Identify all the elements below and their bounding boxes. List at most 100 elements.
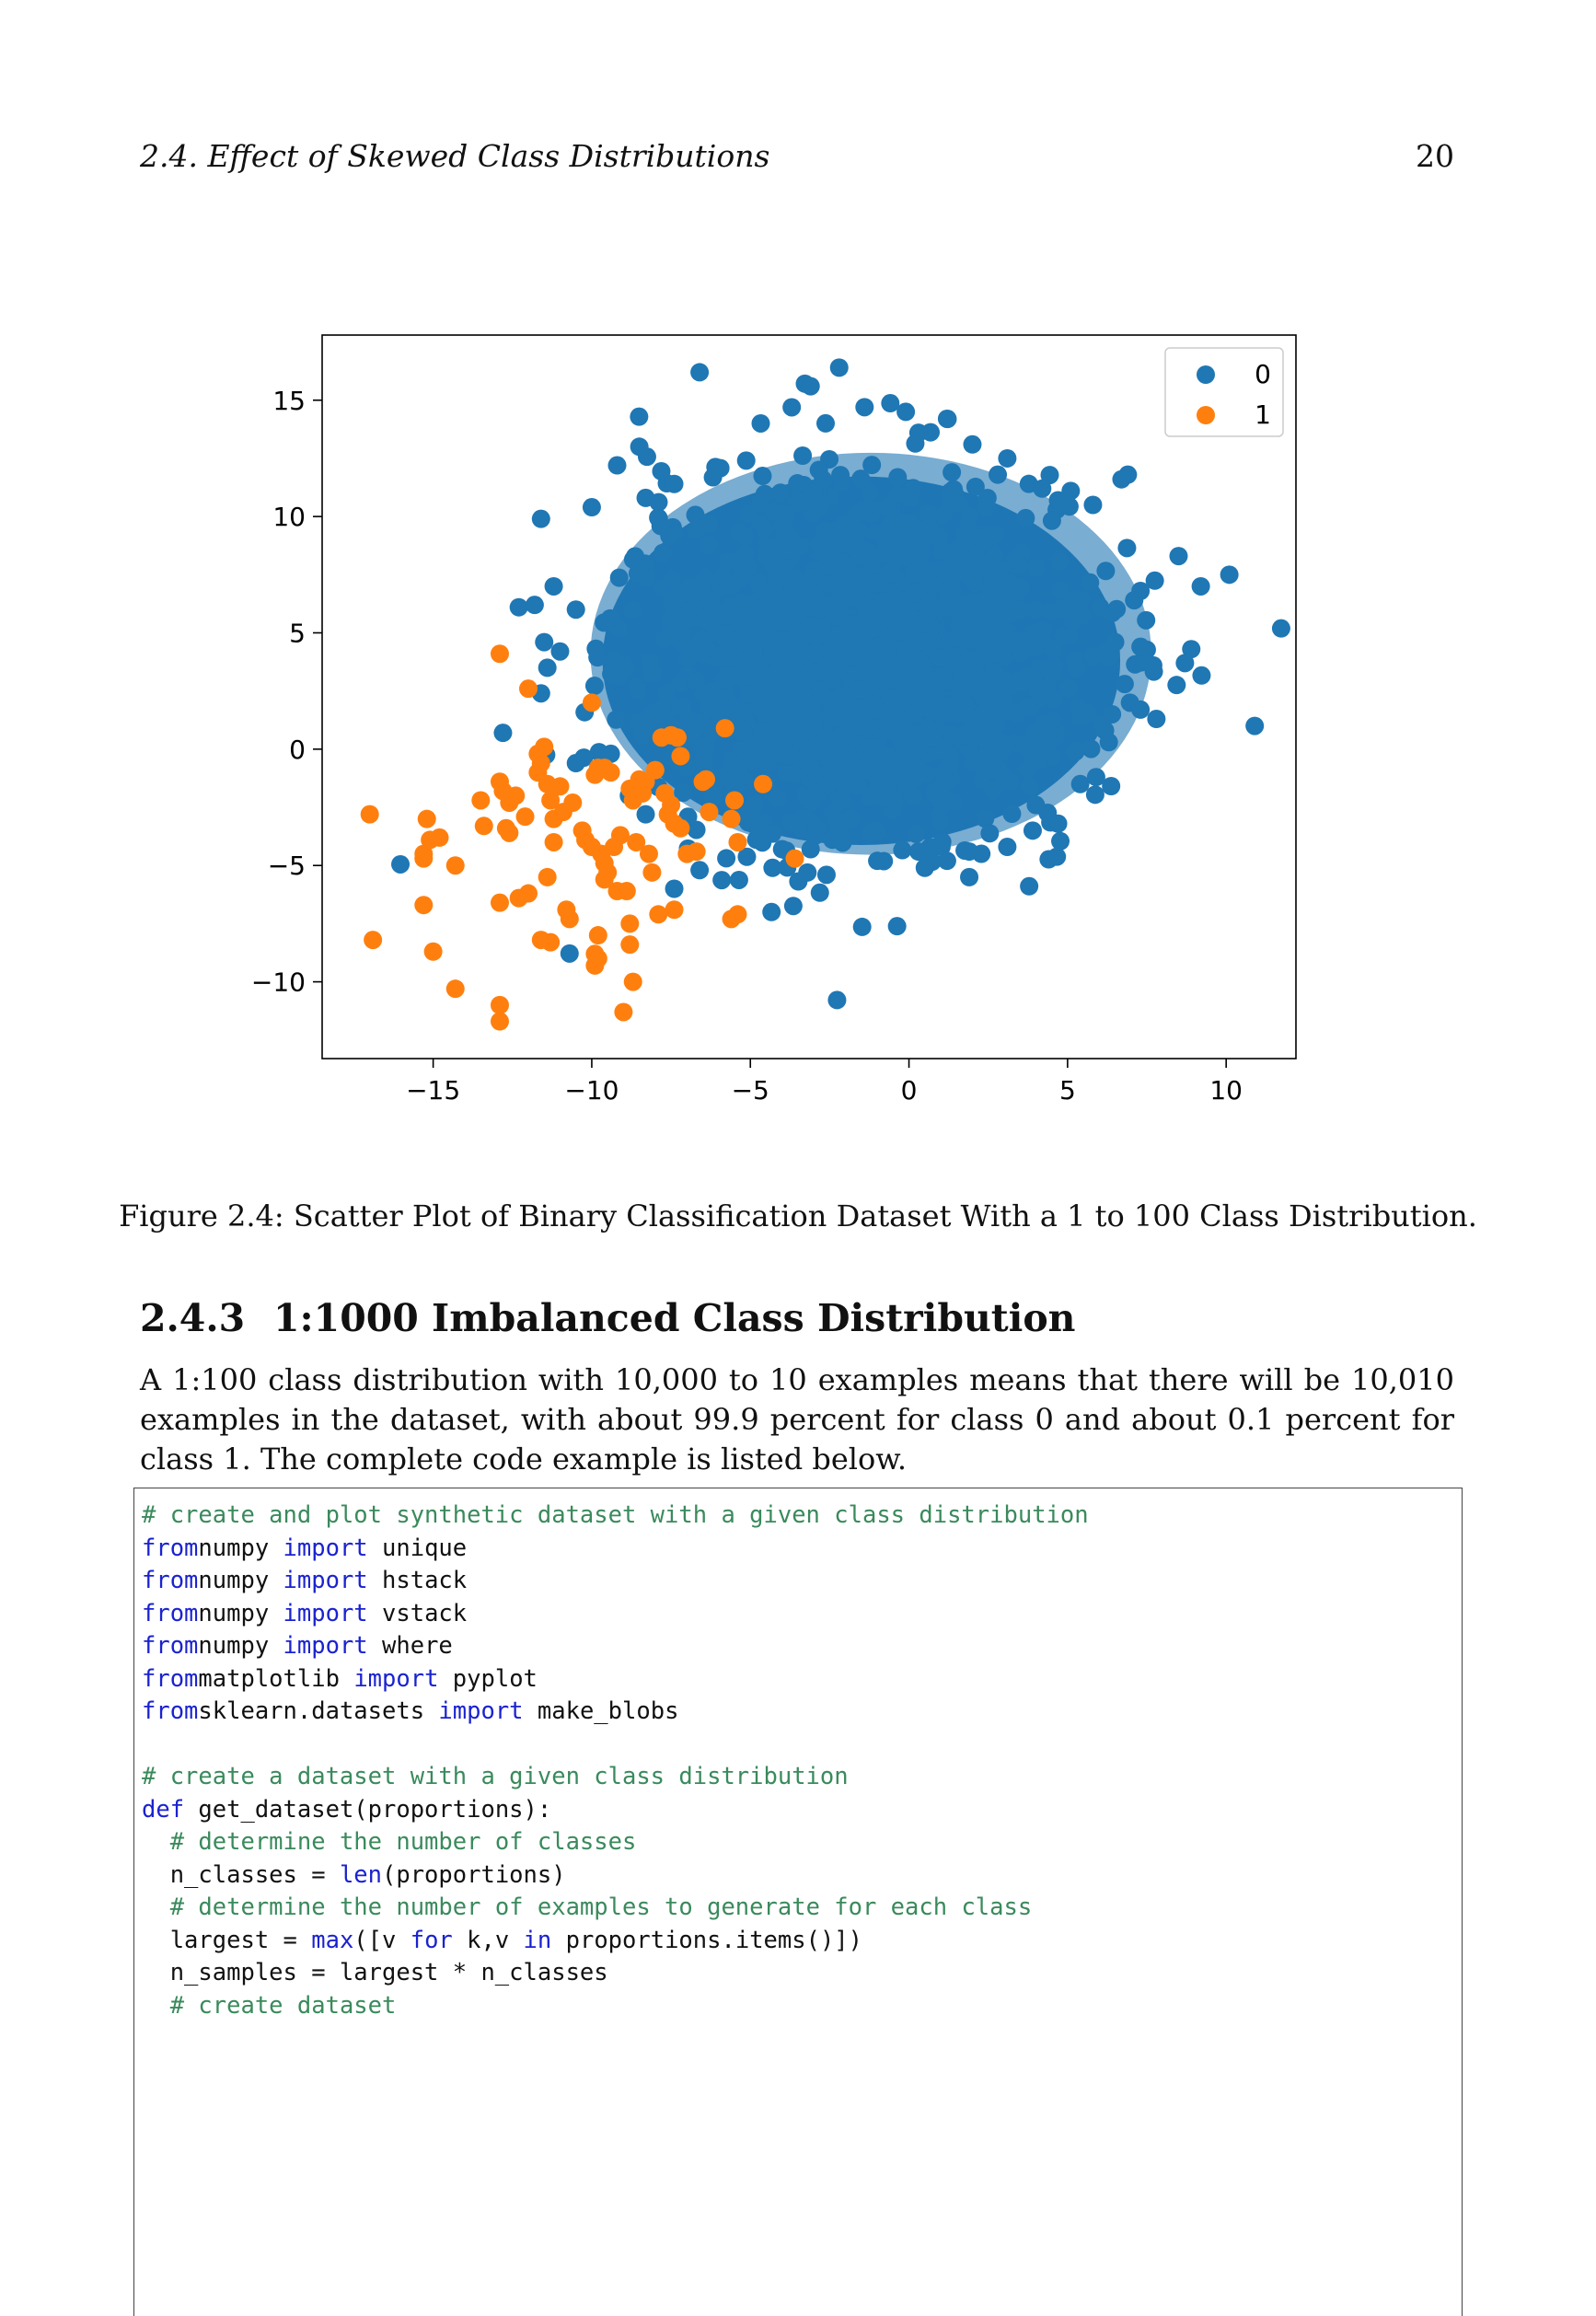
legend-label-0: 0 — [1255, 359, 1271, 389]
class-1-point — [715, 719, 734, 738]
class-0-sample-point — [696, 567, 715, 586]
class-0-sample-point — [832, 726, 851, 746]
class-0-sample-point — [810, 742, 829, 761]
code-keyword: from — [142, 1697, 199, 1725]
class-1-point — [588, 926, 607, 945]
class-1-point — [627, 832, 646, 851]
class-0-sample-point — [976, 809, 995, 828]
class-0-sample-point — [816, 728, 836, 747]
code-line: n_samples = largest * n_classes — [142, 1957, 1454, 1990]
class-0-point — [960, 867, 979, 886]
class-0-sample-point — [729, 870, 748, 889]
class-0-sample-point — [1102, 777, 1121, 796]
class-0-sample-point — [903, 479, 922, 498]
code-text: vstack — [367, 1599, 468, 1627]
class-0-sample-point — [852, 680, 872, 700]
class-0-sample-point — [974, 637, 993, 656]
class-0-sample-point — [924, 576, 943, 596]
class-0-sample-point — [850, 522, 869, 541]
class-0-sample-point — [1000, 772, 1020, 792]
class-1-point — [642, 863, 662, 882]
class-0-point — [1112, 469, 1131, 489]
class-0-sample-point — [888, 721, 908, 740]
class-0-point — [566, 754, 585, 773]
class-0-sample-point — [905, 705, 924, 724]
class-0-sample-point — [681, 637, 700, 656]
class-1-point — [519, 679, 538, 699]
page-header: 2.4. Effect of Skewed Class Distribution… — [140, 138, 1454, 179]
class-0-sample-point — [931, 812, 950, 831]
class-0-sample-point — [746, 629, 766, 648]
class-0-point — [829, 358, 849, 377]
class-0-point — [896, 402, 916, 422]
class-0-sample-point — [1005, 550, 1024, 569]
class-0-sample-point — [831, 466, 850, 485]
class-0-sample-point — [883, 515, 902, 534]
code-text: k,v — [452, 1926, 524, 1954]
code-text: ([v — [353, 1926, 411, 1954]
class-1-point — [515, 807, 535, 827]
code-keyword: import — [283, 1632, 368, 1660]
legend-marker-1 — [1197, 406, 1215, 424]
class-1-point — [544, 832, 563, 851]
class-0-sample-point — [732, 740, 751, 759]
code-comment: # create and plot synthetic dataset with… — [142, 1501, 1089, 1529]
class-0-sample-point — [1096, 562, 1116, 581]
class-0-sample-point — [1047, 726, 1067, 746]
class-0-sample-point — [985, 663, 1004, 682]
class-0-sample-point — [943, 793, 963, 812]
class-1-point — [617, 882, 636, 901]
class-1-point — [550, 777, 570, 796]
class-0-point — [798, 863, 817, 882]
class-0-point — [937, 851, 956, 871]
class-1-point — [500, 823, 519, 842]
class-0-sample-point — [736, 451, 756, 470]
class-0-sample-point — [805, 643, 825, 663]
class-1-point — [658, 805, 677, 824]
class-0-sample-point — [749, 573, 769, 593]
legend-label-1: 1 — [1255, 400, 1271, 430]
x-tick-label: −15 — [406, 1075, 460, 1106]
code-text: n_samples = largest * n_classes — [142, 1959, 608, 1986]
code-text — [142, 1828, 170, 1856]
class-0-sample-point — [697, 639, 716, 658]
class-0-sample-point — [700, 535, 719, 554]
class-0-sample-point — [771, 538, 791, 557]
class-0-sample-point — [951, 594, 970, 613]
x-tick-label: 0 — [901, 1075, 918, 1106]
class-0-point — [868, 851, 887, 871]
class-0-sample-point — [745, 795, 764, 815]
class-0-sample-point — [851, 469, 871, 489]
class-0-point — [855, 398, 874, 417]
class-0-sample-point — [924, 783, 943, 803]
class-0-sample-point — [879, 545, 898, 564]
class-0-sample-point — [1066, 742, 1085, 761]
code-comment: # create dataset — [169, 1991, 397, 2020]
class-0-sample-point — [776, 598, 795, 618]
class-0-sample-point — [920, 729, 940, 748]
class-0-sample-point — [686, 505, 705, 525]
class-1-point — [490, 893, 509, 912]
class-0-point — [998, 448, 1017, 468]
class-0-sample-point — [771, 483, 791, 503]
class-0-sample-point — [734, 723, 753, 742]
class-1-point — [506, 786, 526, 805]
class-0-sample-point — [695, 744, 714, 763]
class-0-point — [566, 600, 585, 620]
class-0-sample-point — [803, 568, 822, 587]
class-0-sample-point — [671, 608, 690, 628]
class-0-sample-point — [919, 594, 939, 613]
class-0-sample-point — [742, 615, 761, 634]
class-0-sample-point — [1047, 847, 1067, 866]
class-0-sample-point — [959, 740, 978, 759]
class-1-point — [572, 821, 592, 840]
class-0-point — [1131, 637, 1151, 656]
class-1-point — [671, 747, 690, 766]
class-0-sample-point — [750, 493, 769, 513]
class-0-sample-point — [806, 818, 826, 838]
section-number: 2.4.3 — [140, 1296, 246, 1340]
class-0-point — [1086, 768, 1105, 787]
class-1-point — [541, 791, 561, 810]
code-line: # determine the number of classes — [142, 1826, 1454, 1859]
class-0-sample-point — [806, 783, 826, 803]
